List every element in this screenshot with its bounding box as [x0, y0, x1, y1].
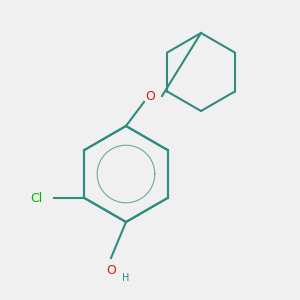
- Text: H: H: [122, 273, 130, 283]
- Text: O: O: [106, 264, 116, 277]
- Text: O: O: [145, 89, 155, 103]
- Text: Cl: Cl: [30, 191, 42, 205]
